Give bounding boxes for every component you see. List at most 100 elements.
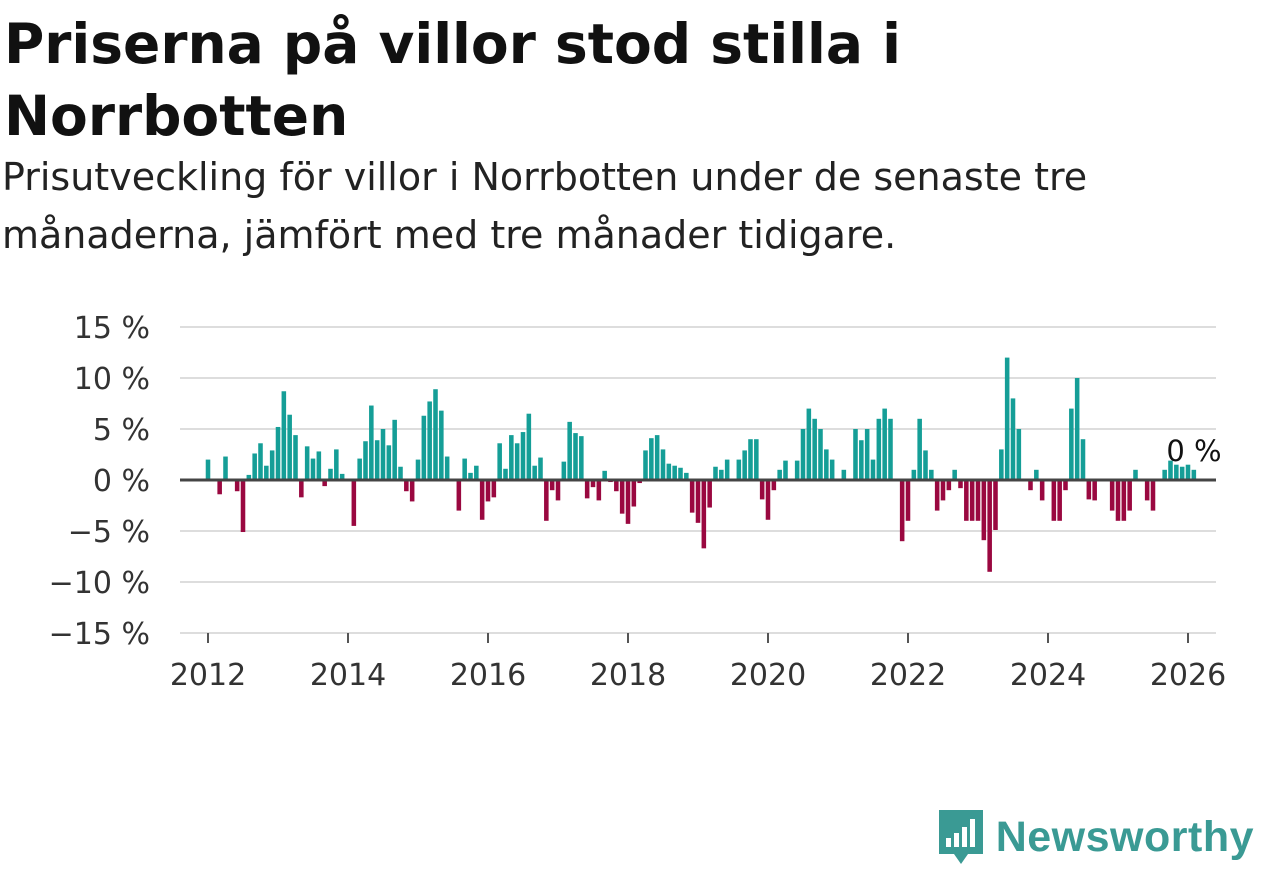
bar	[719, 469, 724, 480]
bar	[695, 480, 701, 523]
bar	[503, 468, 508, 480]
bar	[456, 480, 462, 511]
bar	[497, 443, 502, 480]
bar	[975, 480, 981, 521]
bar	[1039, 480, 1045, 501]
bar	[625, 480, 631, 524]
bar	[468, 472, 473, 480]
bar	[684, 472, 689, 480]
bar	[841, 469, 847, 480]
bar	[777, 469, 782, 480]
bar	[1057, 480, 1062, 521]
bar	[794, 460, 800, 480]
bar	[322, 480, 327, 487]
bar	[287, 414, 292, 480]
bar	[240, 480, 246, 533]
bar	[946, 480, 952, 491]
bar	[427, 401, 432, 480]
bar	[532, 465, 537, 480]
brand-name: Newsworthy	[995, 812, 1254, 861]
bar	[579, 436, 584, 480]
bar	[555, 480, 561, 501]
bar	[549, 480, 555, 491]
bar	[1179, 466, 1185, 480]
bar	[800, 429, 806, 480]
bar	[1069, 408, 1074, 480]
x-tick-label: 2018	[590, 658, 666, 693]
bar	[619, 480, 625, 514]
bar	[357, 458, 362, 480]
bar	[958, 480, 963, 489]
newsworthy-logo-icon	[938, 810, 983, 864]
bar	[491, 480, 497, 498]
bar	[281, 391, 287, 480]
bar	[439, 410, 444, 480]
bar	[864, 429, 870, 480]
bar	[590, 480, 596, 488]
bar	[1086, 480, 1092, 500]
y-tick-label: −10 %	[49, 566, 150, 601]
bar	[474, 465, 479, 480]
y-tick-label: 0 %	[93, 464, 150, 499]
bar	[380, 429, 386, 480]
bar	[1004, 357, 1010, 480]
bar	[526, 413, 532, 480]
bar	[742, 450, 747, 480]
bar	[369, 405, 374, 480]
bar	[316, 451, 322, 480]
bar	[275, 426, 281, 480]
bar	[351, 480, 357, 526]
bar	[853, 429, 858, 480]
bar	[334, 449, 339, 480]
bar	[899, 480, 905, 542]
bar	[678, 467, 683, 480]
bar	[1127, 480, 1132, 511]
bar	[911, 469, 917, 480]
bar	[1109, 480, 1115, 511]
bar	[666, 463, 672, 480]
bar	[1080, 439, 1086, 480]
bar	[1074, 378, 1080, 480]
bar	[952, 469, 957, 480]
bar	[1016, 429, 1022, 480]
bar	[818, 429, 823, 480]
bar	[754, 439, 759, 480]
bar	[631, 480, 637, 507]
bar	[713, 466, 718, 480]
y-tick-label: −15 %	[49, 617, 150, 652]
bar	[748, 439, 753, 480]
bar	[870, 459, 876, 480]
chart-title: Priserna på villor stod stilla i Norrbot…	[4, 12, 901, 148]
bar	[806, 408, 812, 480]
y-tick-label: −5 %	[68, 515, 150, 550]
bar	[421, 415, 427, 480]
bar	[479, 480, 485, 520]
bar	[234, 480, 240, 492]
bar	[1121, 480, 1127, 521]
bar	[643, 450, 648, 480]
bar	[1010, 398, 1016, 480]
bar	[923, 450, 928, 480]
bar	[269, 450, 275, 480]
latest-value-label: 0 %	[1166, 434, 1221, 468]
bar	[637, 480, 642, 484]
bar	[514, 443, 520, 480]
bar	[1162, 469, 1167, 480]
bar	[812, 418, 817, 480]
bar	[561, 461, 567, 480]
bar	[672, 465, 677, 480]
bar	[1115, 480, 1121, 521]
bar-chart: 15 %10 %5 %0 %−5 %−10 %−15 % 2012 2014 201…	[49, 311, 1227, 693]
bar	[398, 466, 403, 480]
bar	[964, 480, 969, 521]
bar	[299, 480, 304, 498]
bar	[1185, 464, 1191, 480]
bar	[462, 458, 467, 480]
bar	[783, 460, 788, 480]
bar	[701, 480, 707, 549]
bar	[433, 389, 438, 480]
bar	[264, 465, 269, 480]
bar	[736, 459, 742, 480]
bar	[888, 418, 893, 480]
bar	[544, 480, 549, 521]
